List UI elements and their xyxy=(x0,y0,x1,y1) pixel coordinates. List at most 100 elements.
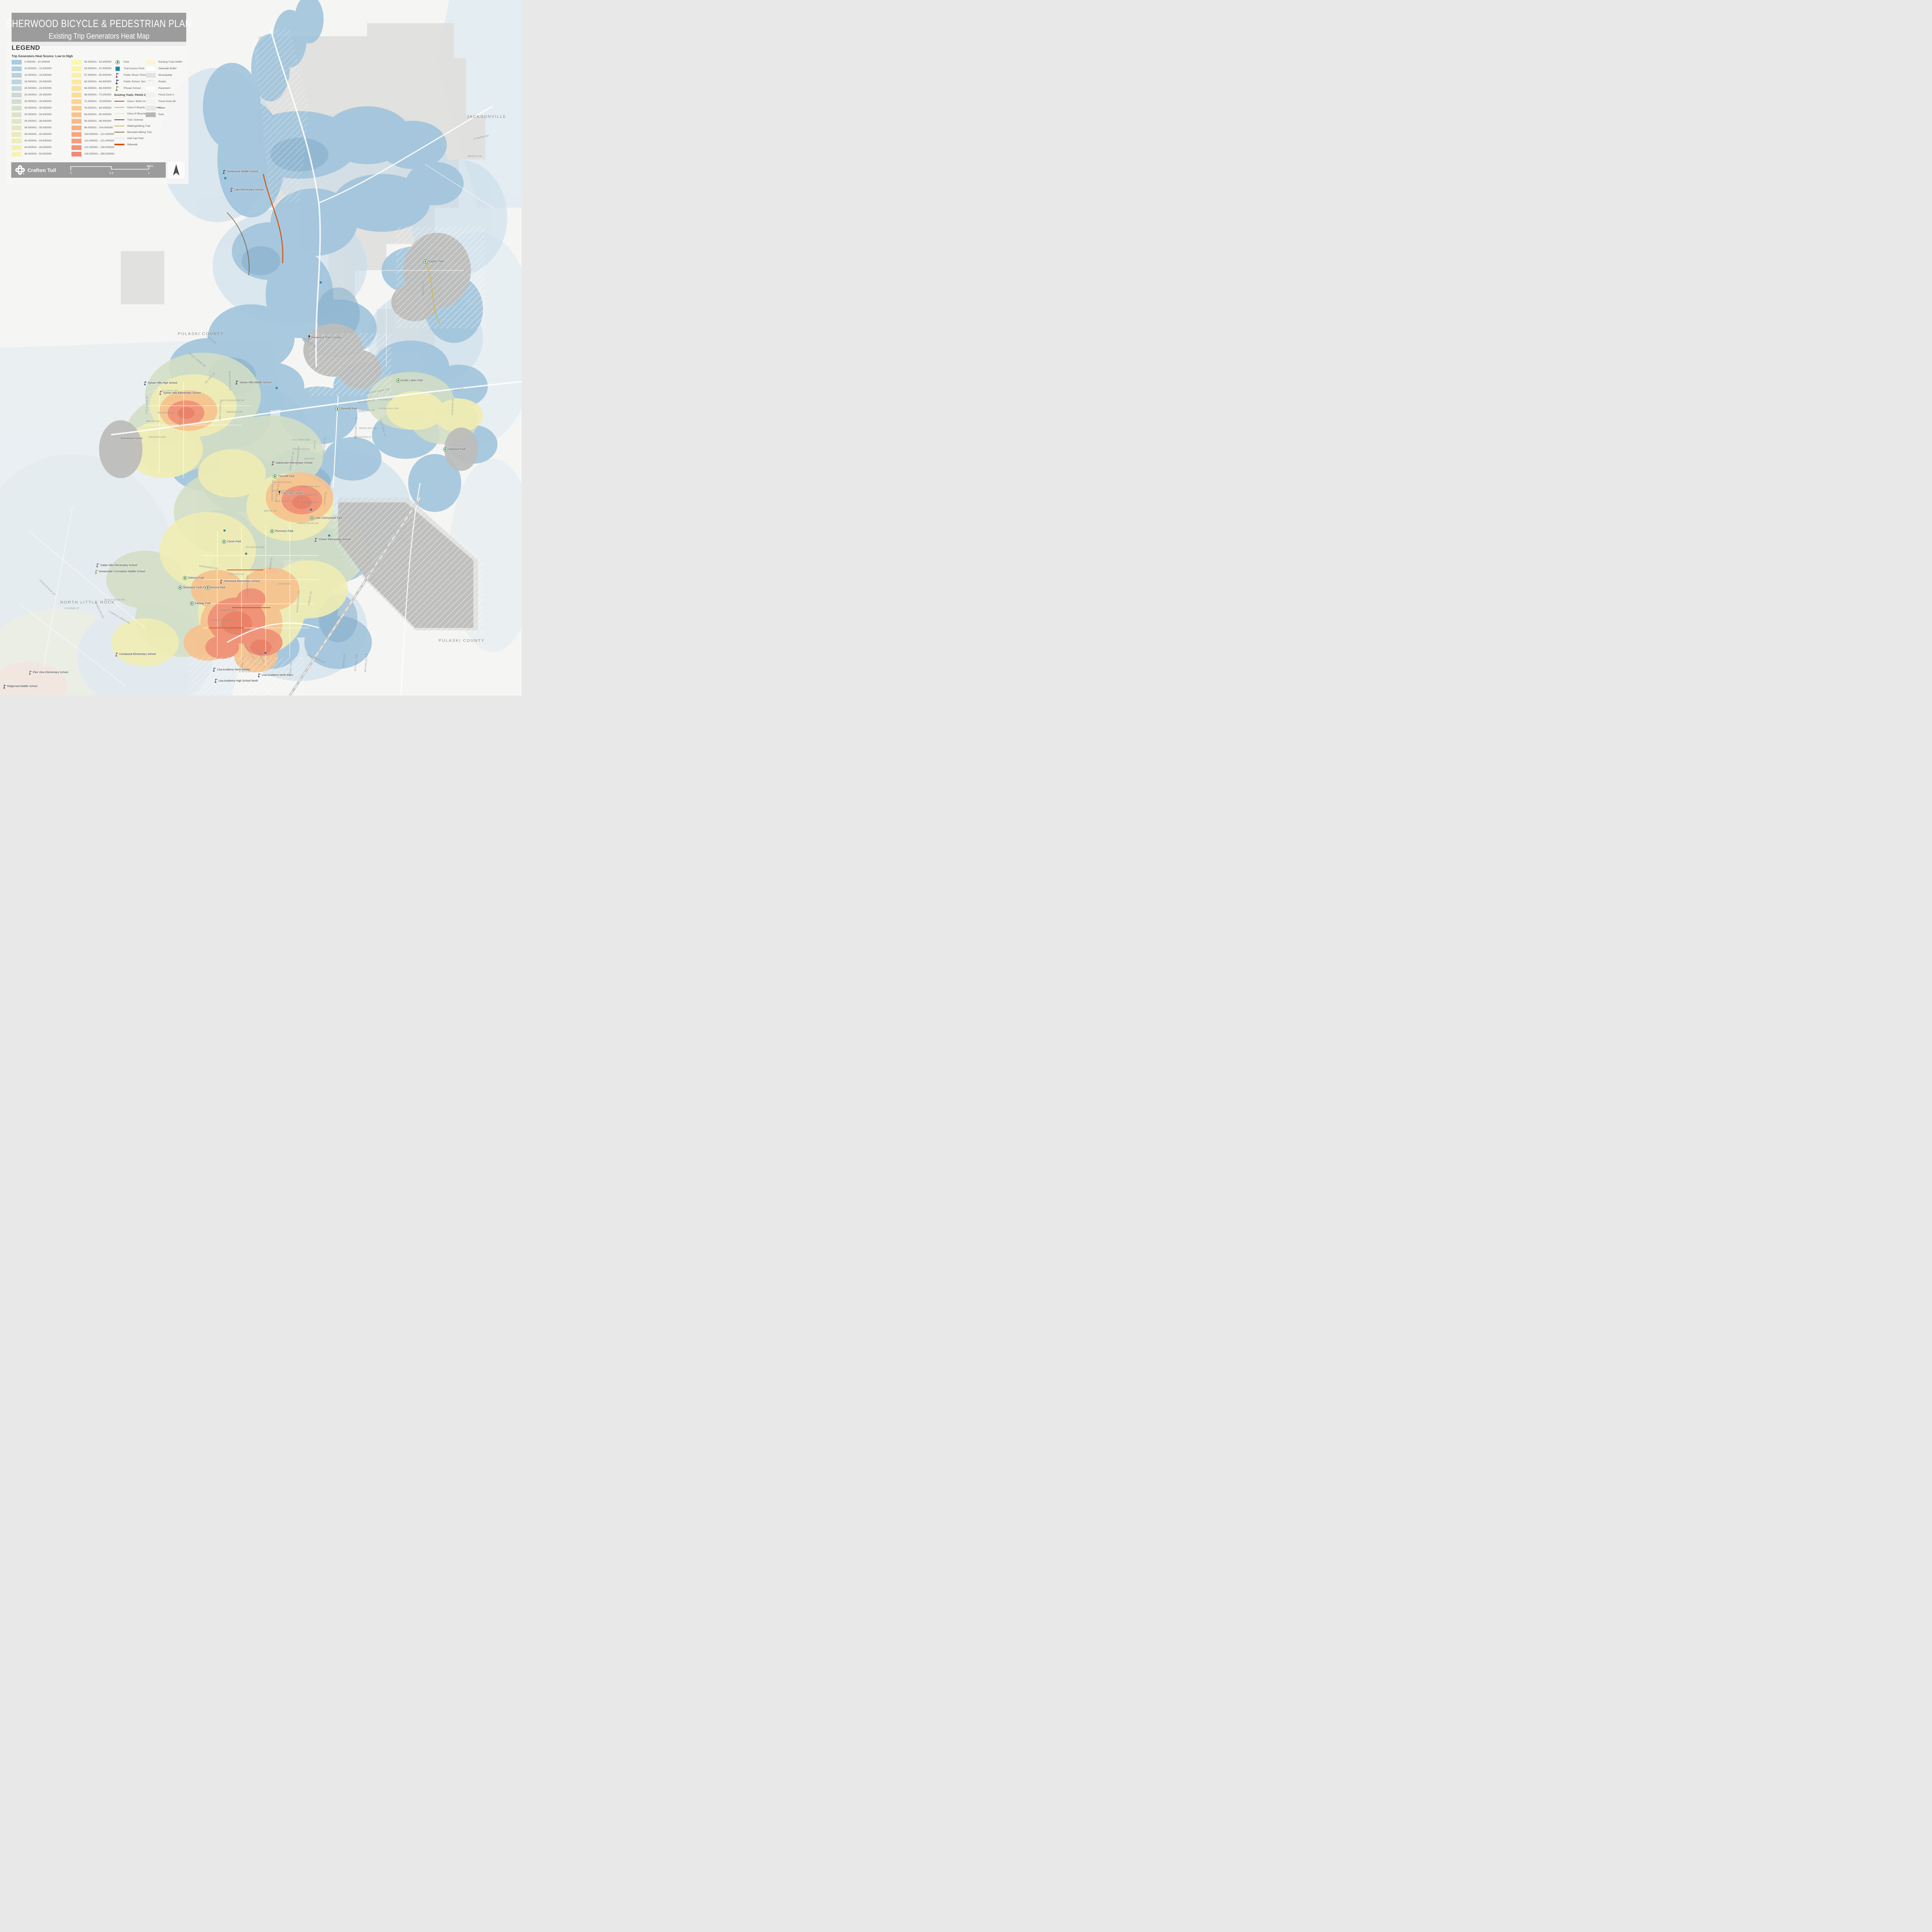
legend-area-row: Existing Trails Buffer xyxy=(146,59,182,65)
street-label: Stalnaker Dr xyxy=(145,395,149,414)
legend-heat-class: 121.000001 - 135.000000 xyxy=(71,144,114,151)
street-label: Lake Tree Ln xyxy=(379,419,386,437)
heat-range-label: 19.000001 - 20.000000 xyxy=(24,80,52,83)
street-label: Koehler Ave xyxy=(220,609,237,612)
park-label: Plummers Park xyxy=(275,530,294,533)
map-title: SHERWOOD BICYCLE & PEDESTRIAN PLAN xyxy=(6,18,192,29)
area-label: Existing Trails Buffer xyxy=(158,61,182,63)
heat-swatch xyxy=(12,151,22,156)
street-label: Shoshoni Dr xyxy=(451,398,454,416)
area-label: Park xyxy=(158,113,164,116)
school-marker: Sylvan Hills Middle School xyxy=(236,381,271,384)
park-tree-icon xyxy=(396,378,400,383)
legend-trail-row: Trail: General xyxy=(114,117,158,123)
region-label: JACKSONVILLE xyxy=(467,114,507,119)
park-marker: Austin Lakes Park xyxy=(396,378,423,383)
heat-swatch xyxy=(71,99,82,104)
place-marker: City Civic Center xyxy=(278,491,303,495)
street-label: S Claremont Ave xyxy=(246,575,250,598)
legend-heat-class: 64.000001 - 68.000000 xyxy=(71,85,114,92)
school-marker: Northwood Middle School xyxy=(223,170,258,174)
school-marker: Ridgeroad Middle School xyxy=(3,685,37,689)
school-marker: Lisa Academy High School North xyxy=(214,679,258,683)
park-marker: Delmont Park xyxy=(183,576,204,580)
legend-heat-label: Trip Generators Heat Scores: Low to High xyxy=(12,54,73,58)
area-swatch xyxy=(145,85,156,91)
heat-range-label: 96.000001 - 104.000000 xyxy=(84,126,113,129)
brand-name: Crafton Tull xyxy=(27,167,56,173)
street-label: Alabama Dr xyxy=(473,135,490,141)
school-flag-icon xyxy=(97,563,100,567)
park-tree-icon xyxy=(183,576,187,580)
trail-access-point-icon xyxy=(276,387,277,389)
street-label: Black River Rd xyxy=(104,599,125,602)
heat-range-label: 112.000001 - 121.000000 xyxy=(84,139,114,142)
legend-area-row: Water xyxy=(146,105,182,111)
heat-swatch xyxy=(71,151,82,156)
legend-heat-column-2: 50.000001 - 54.000000 54.000001 - 57.000… xyxy=(71,59,114,157)
heat-swatch xyxy=(12,92,22,97)
legend-heat-class: 135.000001 - 295.000000 xyxy=(71,151,114,157)
street-label: Grosvenor Dr xyxy=(211,619,231,622)
crafton-tull-logo-icon xyxy=(15,165,25,175)
park-marker: Fairway Park xyxy=(190,602,211,606)
region-label: PULASKI COUNTY xyxy=(177,332,224,336)
park-marker: Stonehill Park xyxy=(335,407,357,411)
trail-line-swatch xyxy=(114,113,124,114)
trail-line-swatch xyxy=(114,119,124,120)
school-marker: Crestwood Elementary School xyxy=(116,653,156,656)
school-marker: Pike View Elementary School xyxy=(29,671,68,675)
legend-area-row: Flood Zone AE xyxy=(146,98,182,105)
school-flag-icon xyxy=(230,188,233,192)
trail-access-point-icon xyxy=(224,177,226,179)
heat-range-label: 72.000001 - 78.000000 xyxy=(84,100,112,103)
heat-range-label: 57.000001 - 60.000000 xyxy=(84,74,112,77)
school-marker: Indian Hills Elementary School xyxy=(97,563,137,567)
heat-range-label: 50.000001 - 54.000000 xyxy=(84,61,112,63)
street-label: Calloway Ave xyxy=(292,439,310,442)
park-label: Sherwood Youth Center xyxy=(183,586,212,589)
legend-heat-class: 34.000001 - 36.000000 xyxy=(12,118,51,124)
park-tree-icon xyxy=(178,586,182,590)
street-label: Waterview Pl xyxy=(353,436,372,439)
heat-swatch xyxy=(12,125,22,130)
legend-area-row: Roads xyxy=(145,78,182,85)
legend-heat-class: 44.000001 - 46.000000 xyxy=(12,144,51,151)
legend-point-icon xyxy=(116,80,120,84)
legend-area-row: Flood Zone A xyxy=(146,92,182,98)
legend-trails-header: Existing Trails: PAGIS Data xyxy=(114,93,150,97)
school-flag-icon xyxy=(29,671,32,675)
heat-range-label: 84.000001 - 90.000000 xyxy=(84,113,112,116)
area-swatch xyxy=(146,99,156,104)
park-tree-icon xyxy=(206,586,210,590)
area-swatch xyxy=(146,73,156,78)
legend-heat-class: 15.000001 - 19.000000 xyxy=(12,72,51,78)
scale-tick-1: 1 xyxy=(148,171,150,175)
trail-label: Golf Cart Path xyxy=(127,137,144,140)
legend-heat-class: 68.000001 - 72.000000 xyxy=(71,92,114,98)
park-marker: Verona Park xyxy=(206,586,226,590)
street-label: Lois Ln xyxy=(313,440,316,450)
heat-range-label: 15.000001 - 19.000000 xyxy=(24,74,52,77)
school-label: Sylvan Hills High School xyxy=(148,382,177,385)
legend-point-row: Public School: Secondary xyxy=(114,78,158,85)
school-marker: Clinton Elementary School xyxy=(315,538,351,542)
legend-trail-lines: Class I Multi Use Trail Class II Bicycle… xyxy=(114,98,161,148)
school-flag-icon xyxy=(159,391,162,395)
street-label: Elks Pt xyxy=(454,387,464,392)
legend-heat-class: 96.000001 - 104.000000 xyxy=(71,124,114,131)
legend-trail-row: Class II Bicycle Path or Lane xyxy=(114,104,161,111)
school-label: Oakbrooke Elementary School xyxy=(276,462,313,465)
heat-range-label: 90.000001 - 96.000000 xyxy=(84,120,112,122)
street-label: Brockington Rd xyxy=(355,417,358,439)
school-label: Immaculate Conception Middle School xyxy=(99,570,145,573)
place-pin-icon xyxy=(278,491,281,495)
school-flag-icon xyxy=(3,685,7,689)
heatmap-canvas xyxy=(0,0,522,696)
legend-area-row: Sidewalk Buffer xyxy=(145,65,182,72)
park-label: Stonehill Park xyxy=(340,407,357,410)
park-label: Verona Park xyxy=(210,586,226,589)
street-label: N Cedar St xyxy=(65,607,80,610)
heat-swatch xyxy=(12,66,22,71)
heat-range-label: 20.000001 - 24.000000 xyxy=(24,87,52,90)
